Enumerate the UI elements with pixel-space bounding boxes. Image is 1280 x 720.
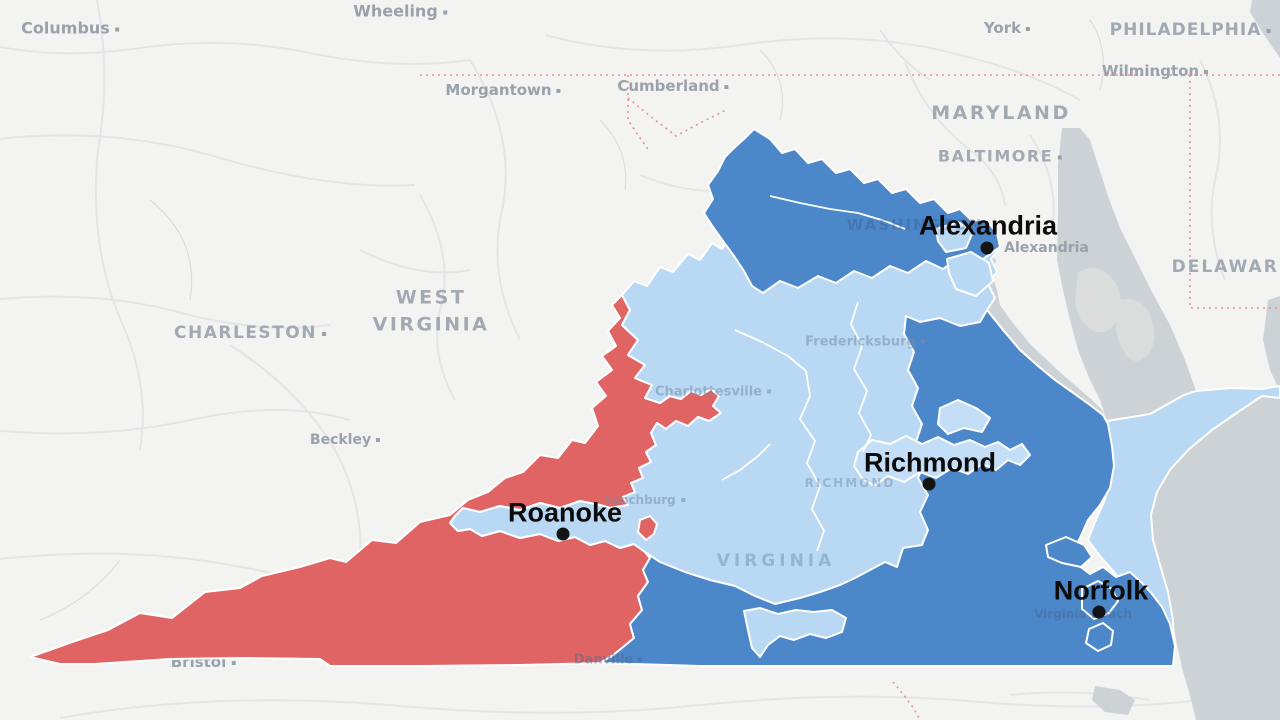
ghost-label-lynchburg: Lynchburg <box>605 493 685 507</box>
city-marker-icon <box>321 332 326 336</box>
city-label-wilmington: Wilmington <box>1102 62 1209 80</box>
city-marker-icon <box>680 498 685 502</box>
state-label-delaware: DELAWARE <box>1171 257 1280 277</box>
city-label-wheeling: Wheeling <box>353 2 447 21</box>
city-marker-icon <box>638 657 643 662</box>
district-patch-arlington <box>935 221 974 253</box>
city-label-philadelphia: PHILADELPHIA <box>1110 20 1271 40</box>
water-bodies <box>978 0 1280 720</box>
city-label-beckley: Beckley <box>310 432 381 448</box>
district-region-tidewater-southside <box>599 309 1176 667</box>
secondary-road-lines <box>39 19 1104 621</box>
ghost-label-richmond: RICHMOND <box>804 476 896 490</box>
ghost-label-charlottesville: Charlottesville <box>655 385 772 400</box>
ghost-label-virginia: VIRGINIA <box>716 551 836 571</box>
city-dot-roanoke <box>556 527 570 541</box>
city-marker-icon <box>114 27 119 32</box>
district-region-republican-southwest <box>29 294 722 667</box>
ghost-label-washington: WASHINGTON <box>846 216 984 234</box>
state-label-west-virginia: WEST VIRGINIA <box>372 286 490 335</box>
city-marker-icon <box>1204 70 1209 74</box>
city-label-columbus: Columbus <box>21 19 119 38</box>
district-patch-norfolk <box>1081 580 1119 620</box>
ghost-label-danville: Danville <box>574 653 643 668</box>
district-region-richmond-enclave <box>853 435 1031 487</box>
city-label-cumberland: Cumberland <box>617 77 729 95</box>
district-patch-king-william <box>937 399 991 435</box>
city-label-baltimore: BALTIMORE <box>938 147 1063 166</box>
district-region-northern-virginia <box>703 128 1001 294</box>
state-label-maryland: MARYLAND <box>931 102 1071 124</box>
callout-label-alexandria: Alexandria <box>918 210 1058 241</box>
callout-label-roanoke: Roanoke <box>507 497 623 528</box>
city-marker-icon <box>920 339 925 344</box>
city-marker-icon <box>724 85 729 89</box>
district-boundary-lines <box>721 195 906 552</box>
city-label-morgantown: Morgantown <box>445 81 561 99</box>
city-dot-richmond <box>922 477 936 491</box>
city-marker-icon <box>1058 155 1063 160</box>
city-dot-norfolk <box>1092 605 1106 619</box>
district-patch-red-enclave <box>637 515 658 541</box>
district-patch-danville-area <box>743 607 847 658</box>
district-patch-hampton <box>1045 536 1093 568</box>
ghost-label-virginia-beach: Virginia Beach <box>1034 607 1132 621</box>
maryland-terrain-patches <box>1075 268 1155 361</box>
city-dot-alexandria <box>980 241 994 255</box>
callout-label-norfolk: Norfolk <box>1053 575 1149 606</box>
state-border-dotted-lines <box>420 74 1280 719</box>
city-marker-icon <box>376 438 381 442</box>
city-marker-icon <box>767 389 772 394</box>
city-marker-icon <box>1026 27 1031 31</box>
city-marker-icon <box>1266 29 1271 33</box>
district-patch-chesapeake-city <box>1085 622 1114 652</box>
callout-label-richmond: Richmond <box>864 447 996 478</box>
city-marker-icon <box>442 10 447 15</box>
city-label-charleston: CHARLESTON <box>174 323 326 343</box>
ghost-label-fredericksburg: Fredericksburg <box>805 335 925 350</box>
city-marker-icon <box>556 89 561 93</box>
district-patch-fairfax <box>946 251 994 297</box>
city-label-york: York <box>984 19 1031 37</box>
city-marker-icon <box>231 661 236 665</box>
